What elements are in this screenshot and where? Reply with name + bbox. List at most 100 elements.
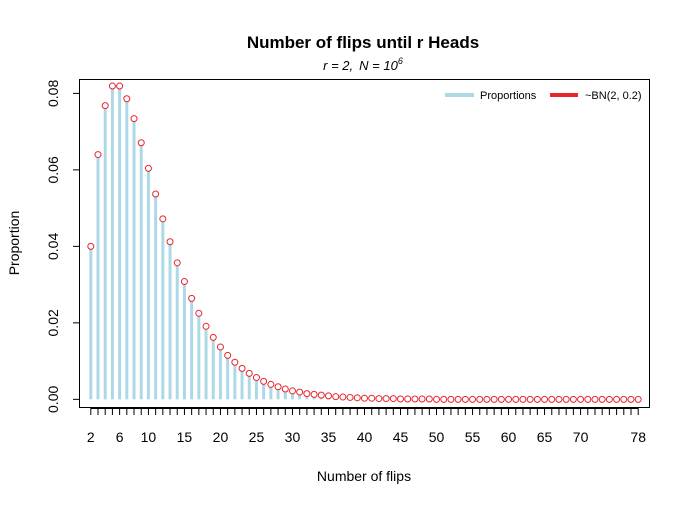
bn-point <box>346 393 354 401</box>
bn-point <box>490 395 498 403</box>
x-axis: 2 6 10 15 20 25 30 35 40 45 50 55 60 65 70 78 <box>87 408 646 445</box>
bn-point <box>548 395 556 403</box>
chart-subtitle: r = 2, N = 106 <box>323 56 403 73</box>
bn-point <box>433 395 441 403</box>
bn-point <box>116 82 124 90</box>
bn-point <box>526 395 534 403</box>
x-tick-label: 30 <box>285 429 301 445</box>
bn-point <box>411 395 419 403</box>
bn-point <box>613 395 621 403</box>
x-tick-label: 2 <box>87 429 95 445</box>
bn-point <box>339 393 347 401</box>
bn-point <box>519 395 527 403</box>
bn-point <box>505 395 513 403</box>
x-tick-label: 70 <box>573 429 589 445</box>
y-tick-label: 0.02 <box>45 309 61 336</box>
bn-point <box>296 388 304 396</box>
bn-point <box>353 394 361 402</box>
bn-point <box>173 259 181 267</box>
y-tick-label: 0.04 <box>45 233 61 260</box>
bn-point <box>166 238 174 246</box>
bn-point <box>260 377 268 385</box>
bn-point <box>361 394 368 402</box>
bn-points <box>87 82 642 403</box>
bn-point <box>454 395 462 403</box>
x-tick-label: 15 <box>177 429 193 445</box>
x-tick-label: 25 <box>249 429 265 445</box>
bn-point <box>382 395 390 403</box>
bn-point <box>375 395 383 403</box>
y-tick-label: 0.08 <box>45 80 61 107</box>
x-tick-label: 50 <box>429 429 445 445</box>
bn-point <box>209 333 217 341</box>
x-tick-label: 45 <box>393 429 409 445</box>
subtitle-n-exponent: 6 <box>398 56 403 66</box>
bn-point <box>303 390 311 398</box>
bn-point <box>533 395 541 403</box>
bn-point <box>267 380 275 388</box>
bn-point <box>224 351 232 359</box>
x-axis-label: Number of flips <box>317 468 411 484</box>
bn-point <box>231 358 239 366</box>
bn-point <box>310 390 318 398</box>
bn-point <box>245 369 253 377</box>
bn-point <box>159 215 167 223</box>
x-tick-label: 65 <box>537 429 553 445</box>
x-tick-label: 60 <box>501 429 517 445</box>
x-tick-label: 55 <box>465 429 481 445</box>
bn-point <box>281 385 289 393</box>
x-tick-label: 6 <box>116 429 124 445</box>
plot-box <box>79 79 650 408</box>
x-tick-label: 20 <box>213 429 229 445</box>
y-tick-label: 0.06 <box>45 156 61 183</box>
bn-point <box>634 395 642 403</box>
bn-point <box>418 395 426 403</box>
subtitle-n-part: N = 10 <box>359 58 398 73</box>
bn-point <box>605 395 613 403</box>
bn-point <box>497 395 505 403</box>
bn-point <box>317 391 325 399</box>
y-axis-label: Proportion <box>6 211 22 276</box>
proportion-lines <box>89 86 431 400</box>
legend: Proportions ~BN(2, 0.2) <box>445 90 642 102</box>
bn-point <box>425 395 433 403</box>
bn-point <box>562 395 570 403</box>
bn-point <box>368 394 376 402</box>
x-tick-label: 40 <box>357 429 373 445</box>
bn-point <box>541 395 549 403</box>
bn-point <box>130 115 138 123</box>
bn-point <box>324 392 332 400</box>
y-tick-label: 0.00 <box>45 386 61 413</box>
bn-point <box>598 395 606 403</box>
bn-point <box>144 164 152 172</box>
bn-point <box>152 190 160 198</box>
bn-point <box>332 393 340 401</box>
legend-label-bn: ~BN(2, 0.2) <box>585 90 642 102</box>
bn-point <box>188 294 196 302</box>
bn-point <box>202 322 210 330</box>
bn-point <box>238 364 246 372</box>
bn-point <box>512 395 520 403</box>
chart-title: Number of flips until r Heads <box>247 33 479 52</box>
bn-point <box>180 278 188 286</box>
bn-point <box>397 395 405 403</box>
bn-point <box>137 139 145 147</box>
x-tick-label: 10 <box>141 429 157 445</box>
bn-point <box>569 395 577 403</box>
bn-point <box>108 82 116 90</box>
x-tick-label: 35 <box>321 429 337 445</box>
bn-point <box>461 395 469 403</box>
bn-point <box>274 383 282 391</box>
bn-point <box>123 95 131 103</box>
x-tick-label: 78 <box>630 429 646 445</box>
bn-point <box>483 395 491 403</box>
bn-point <box>447 395 455 403</box>
bn-point <box>584 395 592 403</box>
y-axis: 0.00 0.02 0.04 0.06 0.08 <box>45 80 80 413</box>
bn-point <box>195 309 203 317</box>
bn-point <box>288 387 296 395</box>
bn-point <box>469 395 477 403</box>
bn-point <box>94 151 102 159</box>
subtitle-r-part: r = 2, <box>323 58 353 73</box>
